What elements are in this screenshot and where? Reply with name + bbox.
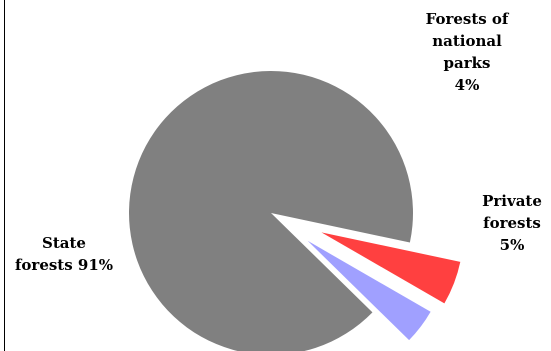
pie-slice-private-forests (321, 232, 461, 304)
slice-label-line: forests (483, 214, 541, 232)
slice-label-national-parks: Forests of national parks 4% (408, 8, 526, 96)
slice-label-line: 4% (454, 76, 480, 94)
slice-label-line: State (42, 234, 86, 252)
slice-label-line: national (432, 32, 502, 50)
slice-label-private-forests: Private forests 5% (474, 190, 550, 256)
slice-label-line: 5% (499, 236, 525, 254)
slice-label-line: parks (443, 54, 491, 72)
pie-slice-national-parks (307, 240, 431, 341)
slice-label-line: Forests of (425, 10, 509, 28)
chart-left-border (4, 0, 5, 351)
slice-label-line: Private (482, 192, 542, 210)
pie-slice-state-forests (129, 71, 414, 351)
slice-label-state-forests: State forests 91% (8, 232, 120, 276)
slice-label-line: forests 91% (14, 256, 114, 274)
